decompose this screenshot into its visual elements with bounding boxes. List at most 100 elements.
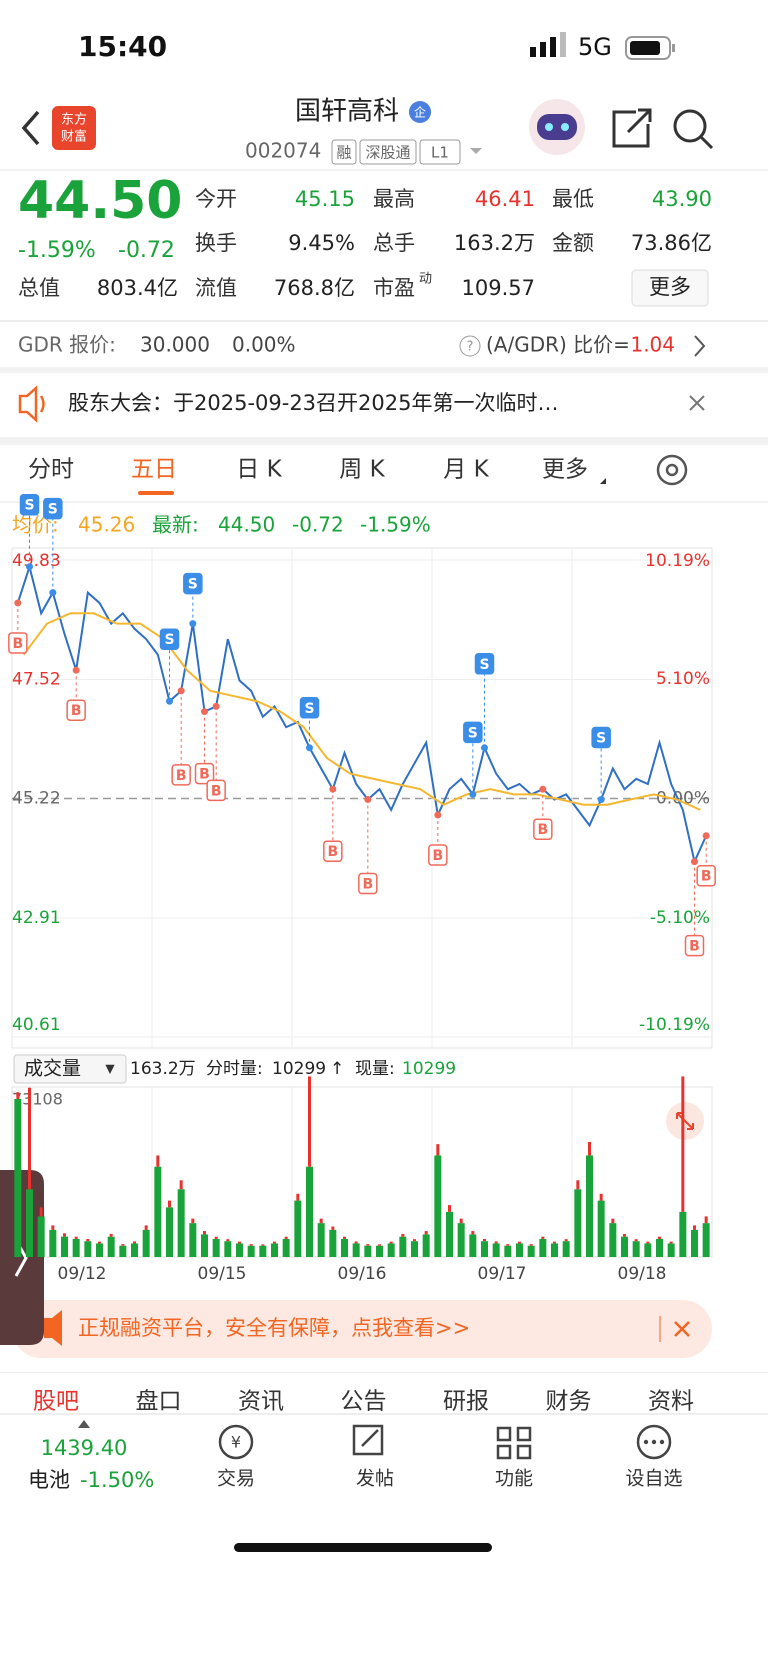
more-button[interactable] <box>631 269 709 307</box>
signal-box <box>43 497 63 520</box>
volume-bar <box>98 1241 101 1244</box>
now-value: 10299 <box>402 1059 456 1079</box>
volume-bar <box>646 1241 650 1244</box>
volume-bar <box>14 1099 22 1257</box>
robot-avatar[interactable] <box>529 99 585 155</box>
stock-code: 002074 <box>245 139 321 163</box>
chevron[interactable] <box>694 335 706 357</box>
volume-bar <box>553 1241 556 1244</box>
y2-tick-label: -10.19% <box>639 1015 710 1035</box>
tab[interactable]: 月 K <box>443 457 489 483</box>
bottom-tab[interactable]: 资讯 <box>238 1389 284 1415</box>
stat-value: 9.45% <box>288 231 355 255</box>
volume-bar <box>681 1076 685 1212</box>
date-label: 09/17 <box>478 1264 527 1284</box>
volume-selector[interactable] <box>13 1054 127 1084</box>
volume-bar <box>177 1189 185 1257</box>
bottom-tab[interactable]: 资料 <box>648 1389 694 1415</box>
signal-dot <box>469 790 477 798</box>
banner-text[interactable]: 正规融资平台，安全有保障，点我查看>> <box>78 1316 470 1340</box>
stat-label: 市盈 <box>373 276 415 300</box>
volume-bar <box>597 1200 605 1257</box>
stat-value: 803.4亿 <box>97 276 178 300</box>
volume-selector-text[interactable]: 成交量 <box>24 1058 81 1080</box>
volume-bar <box>621 1236 628 1257</box>
signal-box <box>206 779 226 802</box>
expand-button[interactable] <box>666 1102 704 1140</box>
volume-bar <box>212 1238 220 1257</box>
signal-label: B <box>362 877 373 893</box>
signal-label: S <box>188 577 198 593</box>
up-arrow <box>78 1420 90 1428</box>
stock-name: 国轩高科 <box>295 97 399 127</box>
status-time: 15:40 <box>78 30 167 63</box>
tab[interactable]: 分时 <box>28 457 74 483</box>
volume-bar <box>378 1244 381 1246</box>
toolbar <box>0 1414 768 1663</box>
volume-bar <box>434 1155 442 1257</box>
now-label: 现量: <box>355 1059 395 1079</box>
volume-bar <box>238 1241 241 1244</box>
close-button[interactable] <box>689 395 705 411</box>
banner-close[interactable] <box>674 1321 690 1337</box>
tab[interactable]: 周 K <box>339 457 385 483</box>
volume-bar <box>658 1236 661 1239</box>
search-button[interactable] <box>673 109 714 150</box>
signal-dot <box>306 744 313 752</box>
tab[interactable]: 更多 <box>542 457 588 483</box>
bottom-tab[interactable]: 股吧 <box>33 1389 79 1415</box>
volume-bar <box>154 1166 162 1257</box>
volume-bar <box>121 1244 125 1246</box>
tab[interactable]: 五日 <box>131 457 177 483</box>
volume-bar <box>481 1241 488 1257</box>
back-button[interactable] <box>21 110 40 146</box>
bottom-tab[interactable]: 财务 <box>546 1389 592 1415</box>
latest-value: 44.50 <box>218 513 275 537</box>
side-handle[interactable] <box>0 1170 44 1345</box>
volume-bar <box>51 1225 55 1230</box>
notice[interactable]: 股东大会：于2025-09-23召开2025年第一次临时… <box>68 391 558 415</box>
volume-bar <box>133 1241 136 1244</box>
volume-bar <box>436 1144 440 1156</box>
bottom-tab[interactable]: 盘口 <box>136 1389 182 1415</box>
volume-bar <box>191 1218 195 1224</box>
volume-bar <box>471 1231 475 1235</box>
volume-bar <box>259 1245 267 1257</box>
toolbar-item[interactable]: 发帖 <box>356 1468 394 1490</box>
stat-label: 今开 <box>195 187 237 211</box>
stat-label: 总手 <box>373 231 415 255</box>
gdr-ratio-label: (A/GDR) 比价= <box>486 333 630 357</box>
volume-bar <box>271 1243 278 1257</box>
volume-tick-label: 73108 <box>12 1090 63 1109</box>
volume-bar <box>679 1211 687 1257</box>
volume-bar <box>63 1233 66 1237</box>
toolbar-item[interactable]: 交易 <box>217 1468 255 1490</box>
tab[interactable]: 日 K <box>236 457 282 483</box>
volume-bar <box>702 1223 710 1257</box>
volume-bar <box>249 1244 253 1246</box>
toolbar-item[interactable]: 功能 <box>495 1468 533 1490</box>
signal-label: B <box>12 636 23 652</box>
volume-bar <box>457 1223 465 1257</box>
volume-bar <box>644 1243 652 1257</box>
settings-button[interactable] <box>656 454 688 486</box>
volume-bar <box>203 1231 206 1235</box>
signal-label: B <box>701 869 712 885</box>
share-button[interactable] <box>612 108 652 148</box>
bottom-tab[interactable]: 公告 <box>341 1389 387 1415</box>
volume-bar <box>576 1180 580 1190</box>
more-button-text[interactable]: 更多 <box>649 275 691 299</box>
signal-box <box>474 653 495 675</box>
signal-label: B <box>537 822 548 838</box>
volume-bar <box>142 1229 150 1257</box>
y2-tick-label: 5.10% <box>656 669 710 689</box>
volume-bar <box>273 1241 276 1244</box>
banner[interactable] <box>12 1300 712 1358</box>
avg-line <box>22 612 701 811</box>
toolbar-item[interactable]: 设自选 <box>625 1468 682 1490</box>
volume-bar <box>551 1243 558 1257</box>
bottom-tab[interactable]: 研报 <box>443 1389 489 1415</box>
help-icon[interactable] <box>459 335 481 357</box>
volume-bar <box>49 1229 57 1257</box>
